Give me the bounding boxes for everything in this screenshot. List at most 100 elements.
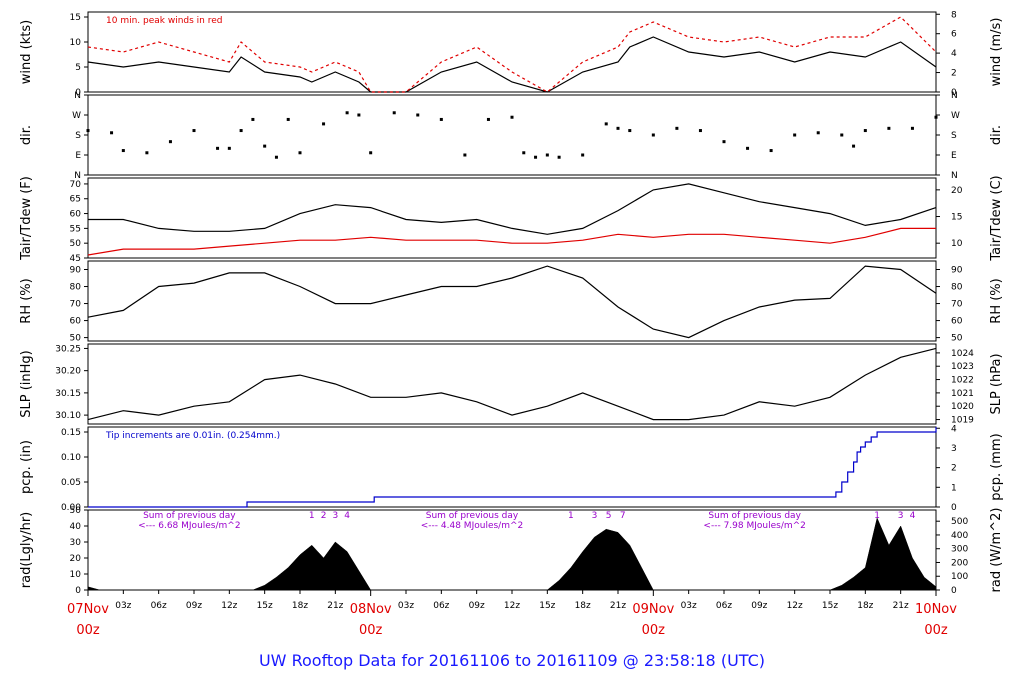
rh-line <box>87 265 937 339</box>
pcp-ylabel-right: pcp. (mm) <box>989 433 1004 500</box>
wind-left-tick-label: 15 <box>70 13 81 23</box>
direction-point <box>651 133 655 137</box>
wind-annotation: 10 min. peak winds in red <box>106 16 223 26</box>
date-label-day: 07Nov <box>67 602 109 617</box>
direction-point <box>227 146 231 150</box>
direction-point <box>863 129 867 133</box>
panel-pcp: 0.00 0.05 0.10 0.15 0 1 2 3 4 pcp. (in) pcp. (mm) T… <box>19 424 1004 513</box>
tdew-line <box>87 227 936 256</box>
temp-right-tick-label: 10 <box>951 239 963 249</box>
10-min-peak-winds-line <box>87 16 937 93</box>
temp-right-tick-label: 15 <box>951 213 962 223</box>
time-tick-label: 15z <box>257 601 273 611</box>
time-tick-label: 12z <box>504 601 520 611</box>
rad-right-tick-label: 100 <box>951 572 968 582</box>
direction-point <box>887 126 891 130</box>
dir-left-tick-label: E <box>75 151 81 161</box>
pcp-ylabel-left: pcp. (in) <box>19 440 34 494</box>
dir-ylabel-left: dir. <box>19 125 34 145</box>
pcp-annotation: Tip increments are 0.01in. (0.254mm.) <box>105 431 280 441</box>
direction-point <box>852 144 856 148</box>
direction-point <box>216 146 220 150</box>
direction-point <box>816 131 820 135</box>
pcp-left-tick-label: 0.00 <box>61 503 81 513</box>
rad-left-tick-label: 30 <box>70 538 82 548</box>
direction-point <box>910 126 914 130</box>
rh-right-tick-label: 50 <box>951 334 963 344</box>
direction-point <box>522 151 526 155</box>
time-tick-label: 15z <box>822 601 838 611</box>
direction-point <box>934 115 938 119</box>
rad-note-line1: Sum of previous day <box>426 511 519 521</box>
pcp-frame <box>87 426 937 508</box>
rad-ylabel-right: rad (W/m^2) <box>989 508 1004 593</box>
direction-point <box>746 146 750 150</box>
slp-left-tick-label: 30.15 <box>55 389 81 399</box>
time-tick-label: 15z <box>539 601 555 611</box>
time-tick-label: 21z <box>327 601 343 611</box>
direction-point <box>698 129 702 133</box>
temp-ylabel-right: Tair/Tdew (C) <box>989 175 1004 261</box>
rad-hour-mark: 3 <box>332 511 338 521</box>
time-tick-label: 06z <box>151 601 167 611</box>
tair-line <box>88 183 937 235</box>
rad-left-tick-label: 20 <box>70 554 82 564</box>
wind-line <box>87 36 937 93</box>
temp-left-tick-label: 65 <box>70 195 81 205</box>
dir-left-tick-label: N <box>74 91 81 101</box>
rh-frame <box>87 260 937 342</box>
time-tick-label: 21z <box>610 601 626 611</box>
direction-point <box>793 133 797 137</box>
slp-right-tick-label: 1019 <box>951 416 974 426</box>
time-tick-label: 06z <box>716 601 732 611</box>
rh-right-tick-label: 90 <box>951 266 963 276</box>
temp-left-tick-label: 70 <box>70 180 82 190</box>
rh-ylabel-right: RH (%) <box>989 278 1004 323</box>
rh-right-tick-label: 60 <box>951 317 963 327</box>
rad-hour-mark: 7 <box>620 511 626 521</box>
temp-frame <box>87 177 937 259</box>
pcp-left-tick-label: 0.10 <box>61 453 81 463</box>
direction-point <box>239 129 243 133</box>
slp-left-tick-label: 30.10 <box>55 411 81 421</box>
radiation-area <box>87 517 937 591</box>
direction-point <box>322 122 326 126</box>
wind-right-tick-label: 8 <box>951 10 957 20</box>
panel-wind: 0 5 10 15 0 2 4 6 8 wind (kts) wind (m/s) 10 min. p… <box>19 10 1004 98</box>
rad-note-line2: <--- 7.98 MJoules/m^2 <box>703 521 805 531</box>
wind-ylabel-right: wind (m/s) <box>989 18 1004 87</box>
temp-left-tick-label: 60 <box>70 210 82 220</box>
time-tick-label: 09z <box>186 601 202 611</box>
direction-point <box>121 149 125 153</box>
pcp-right-tick-label: 3 <box>951 444 957 454</box>
slp-right-tick-label: 1023 <box>951 362 974 372</box>
direction-point <box>357 113 361 117</box>
wind-ylabel-left: wind (kts) <box>19 20 34 84</box>
direction-point <box>86 129 90 133</box>
time-tick-label: 06z <box>433 601 449 611</box>
direction-point <box>557 155 561 159</box>
temp-left-tick-label: 45 <box>70 254 81 264</box>
time-tick-label: 21z <box>893 601 909 611</box>
time-tick-label: 18z <box>857 601 873 611</box>
rad-note-line1: Sum of previous day <box>708 511 801 521</box>
date-label-hour: 00z <box>76 623 100 638</box>
rad-note-line2: <--- 6.68 MJoules/m^2 <box>138 521 240 531</box>
rad-ylabel-left: rad(Lgly/hr) <box>19 512 34 588</box>
slp-frame <box>87 343 937 425</box>
rad-hour-mark: 1 <box>309 511 315 521</box>
direction-point <box>192 129 196 133</box>
direction-point <box>545 153 549 157</box>
direction-point <box>251 117 255 121</box>
rad-left-tick-label: 10 <box>70 570 82 580</box>
wind-frame <box>87 11 937 93</box>
panel-temp: 45 50 55 60 65 70 10 15 20 Tair/Tdew (F) Tair/Tdew… <box>19 175 1004 264</box>
direction-point <box>298 151 302 155</box>
time-tick-label: 09z <box>469 601 485 611</box>
direction-point <box>263 144 267 148</box>
date-label-hour: 00z <box>924 623 948 638</box>
slp-right-tick-label: 1022 <box>951 376 974 386</box>
rad-hour-mark: 4 <box>344 511 350 521</box>
